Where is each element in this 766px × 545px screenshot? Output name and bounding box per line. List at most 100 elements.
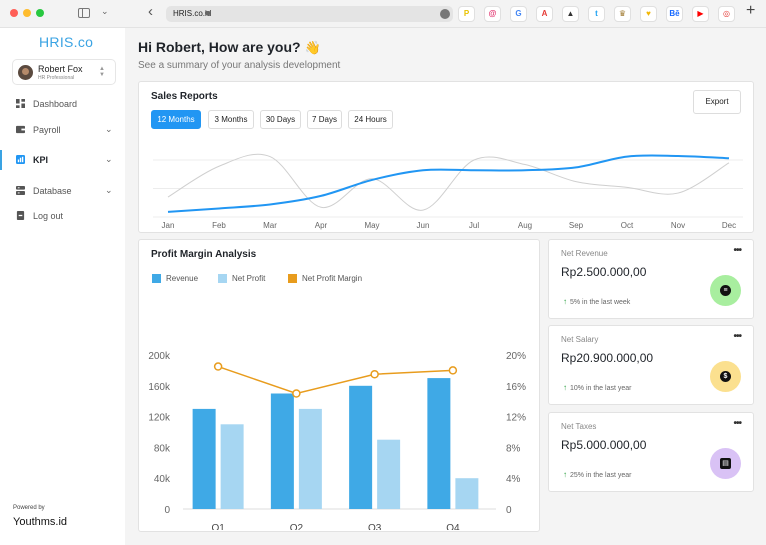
x-tick-label: Aug — [518, 221, 532, 230]
sort-caret-icon: ▲ ▼ — [99, 66, 105, 78]
user-switcher[interactable]: Robert Fox HR Professional ▲ ▼ — [12, 59, 116, 85]
sidebar-item-label: KPI — [33, 155, 49, 165]
net-profit-bar — [455, 478, 479, 509]
more-options-icon[interactable]: ••• — [733, 245, 741, 256]
tab-3-months[interactable]: 3 Months — [208, 110, 254, 129]
arrow-up-icon: ↑ — [563, 297, 567, 306]
back-arrow-icon[interactable]: ‹ — [148, 3, 153, 20]
stat-change: ↑ 5% in the last week — [563, 297, 630, 306]
more-options-icon[interactable]: ••• — [733, 331, 741, 342]
bookmark-favicon-icon[interactable]: ♥ — [640, 6, 657, 22]
document-icon: ▤ — [710, 448, 741, 479]
x-tick-label: Feb — [212, 221, 226, 230]
bookmark-favicon-icon[interactable]: ▲ — [562, 6, 579, 22]
lock-icon — [205, 11, 210, 15]
stat-label: Net Revenue — [561, 249, 608, 258]
x-tick-label: Jun — [417, 221, 430, 230]
chevron-down-icon[interactable]: ⌄ — [105, 124, 113, 134]
stat-label: Net Taxes — [561, 422, 597, 431]
close-window-button[interactable] — [10, 9, 18, 17]
database-icon — [16, 186, 25, 195]
url-text: HRIS.co.id — [173, 9, 212, 18]
revenue-bar — [349, 385, 373, 509]
chevron-down-icon[interactable]: ⌄ — [105, 185, 113, 195]
revenue-bar — [427, 378, 451, 509]
sidebar-item-dashboard[interactable]: Dashboard — [0, 94, 125, 114]
page-title: Hi Robert, How are you? 👋 — [138, 39, 321, 56]
sales-report-title: Sales Reports — [151, 91, 218, 102]
bookmark-favicon-icon[interactable]: t — [588, 6, 605, 22]
sidebar-item-kpi[interactable]: KPI ⌄ — [0, 150, 125, 170]
sidebar-item-label: Dashboard — [33, 99, 78, 109]
legend-swatch — [288, 274, 297, 283]
new-tab-icon[interactable]: + — [746, 2, 756, 19]
sidebar-item-logout[interactable]: Log out — [0, 206, 125, 226]
y-tick-label: 0 — [164, 505, 170, 516]
bookmark-favicon-icon[interactable]: P — [458, 6, 475, 22]
chevron-down-icon[interactable]: ⌄ — [105, 154, 113, 164]
minimize-window-button[interactable] — [23, 9, 31, 17]
bookmark-favicon-icon[interactable]: Bē — [666, 6, 683, 22]
x-tick-label: Q3 — [368, 523, 382, 530]
sales-report-card: Sales Reports Export 12 Months 3 Months … — [138, 81, 754, 233]
bar-chart-icon — [16, 155, 25, 164]
stat-change: ↑ 10% in the last year — [563, 383, 631, 392]
sidebar-item-label: Payroll — [33, 125, 61, 135]
revenue-bar — [192, 408, 216, 509]
waving-hand-icon: 👋 — [304, 40, 321, 55]
margin-point — [292, 389, 301, 398]
x-tick-label: May — [364, 221, 379, 230]
x-tick-label: Mar — [263, 221, 277, 230]
x-tick-label: Jul — [469, 221, 479, 230]
main-content: Hi Robert, How are you? 👋 See a summary … — [125, 28, 766, 545]
legend-label: Net Profit — [232, 274, 266, 283]
bookmark-favicon-icon[interactable]: ▶ — [692, 6, 709, 22]
dollar-icon: $ — [710, 361, 741, 392]
tab-7-days[interactable]: 7 Days — [307, 110, 342, 129]
tab-12-months[interactable]: 12 Months — [151, 110, 201, 129]
maximize-window-button[interactable] — [36, 9, 44, 17]
legend-label: Net Profit Margin — [302, 274, 363, 283]
x-tick-label: Nov — [671, 221, 685, 230]
stat-value: Rp20.900.000,00 — [561, 351, 654, 365]
sidebar-toggle-icon[interactable] — [78, 8, 90, 18]
tab-24-hours[interactable]: 24 Hours — [348, 110, 393, 129]
address-bar[interactable]: HRIS.co.id — [166, 6, 453, 22]
sales-line-chart: Jan Feb Mar Apr May Jun Jul Aug Sep Oct Nov Dec — [153, 153, 743, 230]
browser-titlebar: ⌄ ‹ HRIS.co.id P @ G A ▲ t ♛ ♥ Bē ▶ ◎ + — [0, 0, 766, 28]
bookmark-favicon-icon[interactable]: G — [510, 6, 527, 22]
x-tick-label: Q1 — [211, 523, 225, 530]
user-role: HR Professional — [38, 75, 75, 81]
stat-label: Net Salary — [561, 335, 599, 344]
sidebar-item-payroll[interactable]: Payroll ⌄ — [0, 120, 125, 140]
tab-30-days[interactable]: 30 Days — [260, 110, 301, 129]
x-tick-label: Q2 — [290, 523, 304, 530]
margin-line — [217, 365, 453, 395]
bookmark-favicon-icon[interactable]: ♛ — [614, 6, 631, 22]
stat-value: Rp5.000.000,00 — [561, 438, 647, 452]
bookmark-favicon-icon[interactable]: ◎ — [718, 6, 735, 22]
net-profit-bar — [377, 439, 401, 509]
bookmark-favicon-icon[interactable]: A — [536, 6, 553, 22]
page-subtitle: See a summary of your analysis developme… — [138, 60, 341, 71]
margin-point — [213, 362, 223, 371]
sidebar-item-label: Database — [33, 186, 72, 196]
wallet-icon — [16, 125, 25, 134]
y2-tick-label: 20% — [506, 351, 526, 362]
sidebar-item-database[interactable]: Database ⌄ — [0, 181, 125, 201]
bookmark-favicon-icon[interactable]: @ — [484, 6, 501, 22]
active-indicator — [0, 150, 2, 170]
chevron-down-icon[interactable]: ⌄ — [101, 6, 109, 16]
export-button[interactable]: Export — [693, 90, 741, 114]
net-profit-bar — [220, 424, 244, 509]
x-tick-label: Oct — [621, 221, 634, 230]
x-tick-label: Sep — [569, 221, 584, 230]
brand-logo[interactable]: HRIS.co — [39, 34, 94, 50]
greeting-text: Hi Robert, How are you? — [138, 39, 301, 55]
revenue-bar — [270, 393, 294, 509]
coins-icon: ≡ — [710, 275, 741, 306]
profit-margin-title: Profit Margin Analysis — [151, 249, 257, 260]
x-tick-label: Q4 — [446, 523, 460, 530]
site-settings-icon[interactable] — [440, 9, 450, 19]
more-options-icon[interactable]: ••• — [733, 418, 741, 429]
